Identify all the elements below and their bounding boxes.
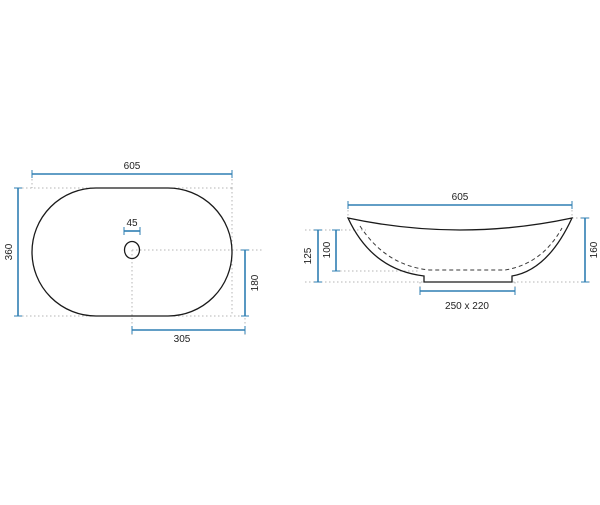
basin-inner-hidden-line: [359, 225, 563, 271]
top-height-label: 360: [4, 243, 15, 260]
basin-top-outline: [31, 187, 233, 317]
depth-label: 125: [303, 247, 314, 264]
inner-depth-label: 100: [322, 241, 333, 258]
top-width-label: 605: [124, 161, 141, 172]
drain-offset-x-label: 305: [174, 334, 191, 345]
base-size-label: 250 x 220: [445, 301, 489, 312]
side-view: 605 100 125 160 250 x 220: [303, 192, 600, 312]
side-view-dimension-ticks: [314, 201, 589, 295]
drain-hole: [123, 240, 141, 260]
basin-side-outline: [346, 217, 574, 283]
drain-diameter-label: 45: [126, 218, 138, 229]
top-view: 605 360 45 180 305: [4, 161, 262, 345]
top-view-dimensions: [17, 173, 246, 331]
side-width-label: 605: [452, 192, 469, 203]
side-view-guides: [305, 202, 590, 295]
total-height-label: 160: [589, 241, 600, 258]
top-view-guides: [14, 171, 262, 335]
top-view-dimension-ticks: [14, 170, 249, 334]
side-view-dimensions: [317, 204, 586, 292]
drain-offset-y-label: 180: [250, 274, 261, 291]
